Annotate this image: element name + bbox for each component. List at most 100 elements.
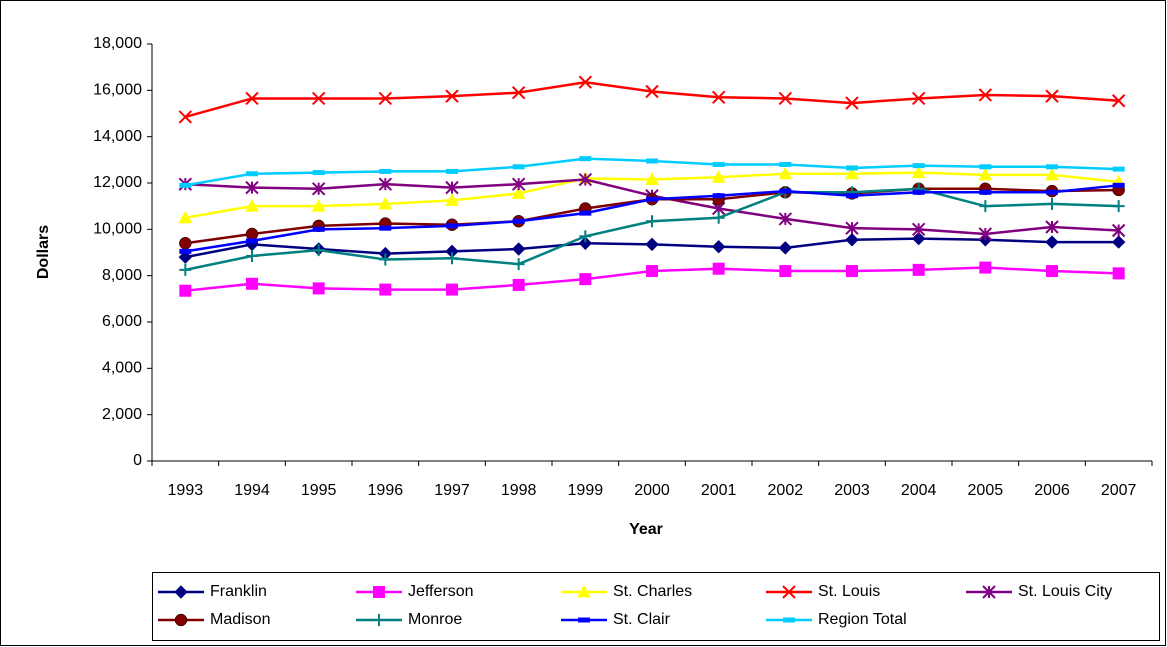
legend-marker xyxy=(783,617,795,623)
marker xyxy=(1111,94,1126,108)
marker xyxy=(1045,167,1059,181)
legend-label: Monroe xyxy=(408,611,462,628)
legend-label: St. Louis City xyxy=(1018,583,1112,600)
x-tick-label: 1998 xyxy=(501,482,537,499)
x-tick-label: 2005 xyxy=(968,482,1004,499)
marker xyxy=(245,180,259,195)
legend-marker xyxy=(373,586,385,598)
marker xyxy=(846,265,858,278)
marker xyxy=(445,180,459,195)
marker xyxy=(311,91,326,106)
marker xyxy=(178,250,193,264)
marker xyxy=(778,241,793,255)
marker xyxy=(1112,166,1125,172)
marker xyxy=(245,91,259,106)
marker xyxy=(446,168,458,174)
legend-marker xyxy=(577,584,591,598)
marker xyxy=(711,240,726,254)
x-tick-label: 1995 xyxy=(301,482,337,499)
x-tick-label: 1994 xyxy=(234,482,270,499)
marker xyxy=(978,88,993,102)
marker xyxy=(378,177,393,191)
marker xyxy=(779,161,792,167)
x-tick-label: 2007 xyxy=(1101,482,1137,499)
marker xyxy=(1046,164,1058,170)
marker xyxy=(1112,200,1125,213)
marker xyxy=(579,230,592,243)
x-tick-label: 2003 xyxy=(834,482,870,499)
marker xyxy=(1046,189,1058,195)
marker xyxy=(711,90,726,104)
marker xyxy=(911,231,926,246)
marker xyxy=(379,225,392,231)
x-tick-label: 1997 xyxy=(434,482,470,499)
legend-label: St. Charles xyxy=(613,583,692,600)
x-axis-title: Year xyxy=(629,521,663,538)
marker xyxy=(1111,235,1126,249)
marker xyxy=(179,248,192,254)
marker xyxy=(912,263,925,276)
marker xyxy=(978,227,993,241)
marker xyxy=(246,238,258,244)
marker xyxy=(579,156,592,162)
marker xyxy=(245,227,259,241)
marker xyxy=(1111,223,1126,238)
marker xyxy=(1045,220,1059,234)
marker xyxy=(712,262,725,275)
marker xyxy=(512,258,525,271)
marker xyxy=(646,196,658,202)
x-tick-label: 2002 xyxy=(768,482,804,499)
marker xyxy=(979,261,992,274)
marker xyxy=(979,200,992,213)
marker xyxy=(1112,182,1125,188)
marker xyxy=(845,221,859,235)
legend-marker xyxy=(578,617,590,623)
x-tick-label: 2004 xyxy=(901,482,937,499)
legend-marker xyxy=(782,585,796,599)
marker xyxy=(312,170,325,176)
marker xyxy=(778,212,793,226)
y-tick-label: 16,000 xyxy=(93,82,142,99)
marker xyxy=(245,199,259,212)
marker xyxy=(311,199,326,212)
y-axis-title: Dollars xyxy=(35,225,52,279)
marker xyxy=(578,236,593,250)
legend-label: St. Louis xyxy=(818,583,880,600)
marker xyxy=(445,89,459,103)
marker xyxy=(312,226,325,232)
x-tick-label: 2006 xyxy=(1034,482,1070,499)
marker xyxy=(179,182,192,188)
marker xyxy=(778,166,793,180)
marker xyxy=(911,222,926,237)
marker xyxy=(178,210,193,224)
x-tick-label: 1993 xyxy=(168,482,204,499)
marker xyxy=(779,188,792,194)
marker xyxy=(845,166,859,180)
marker xyxy=(512,164,525,170)
x-tick-label: 2001 xyxy=(701,482,737,499)
y-tick-label: 12,000 xyxy=(93,174,142,191)
marker xyxy=(246,249,258,262)
marker xyxy=(379,253,392,266)
marker xyxy=(645,84,659,99)
marker xyxy=(1045,235,1059,249)
legend-box xyxy=(152,572,1160,641)
marker xyxy=(579,210,592,216)
legend-label: Region Total xyxy=(818,611,907,628)
marker xyxy=(712,193,725,199)
y-tick-label: 0 xyxy=(133,452,142,469)
marker xyxy=(445,193,459,206)
y-tick-label: 4,000 xyxy=(102,360,142,377)
x-tick-label: 1999 xyxy=(568,482,604,499)
marker xyxy=(579,273,592,286)
x-tick-label: 1996 xyxy=(368,482,404,499)
marker xyxy=(646,215,658,228)
marker xyxy=(911,91,926,106)
marker xyxy=(979,164,992,170)
legend-marker xyxy=(174,585,188,599)
legend-marker xyxy=(174,613,188,627)
marker xyxy=(846,165,858,171)
